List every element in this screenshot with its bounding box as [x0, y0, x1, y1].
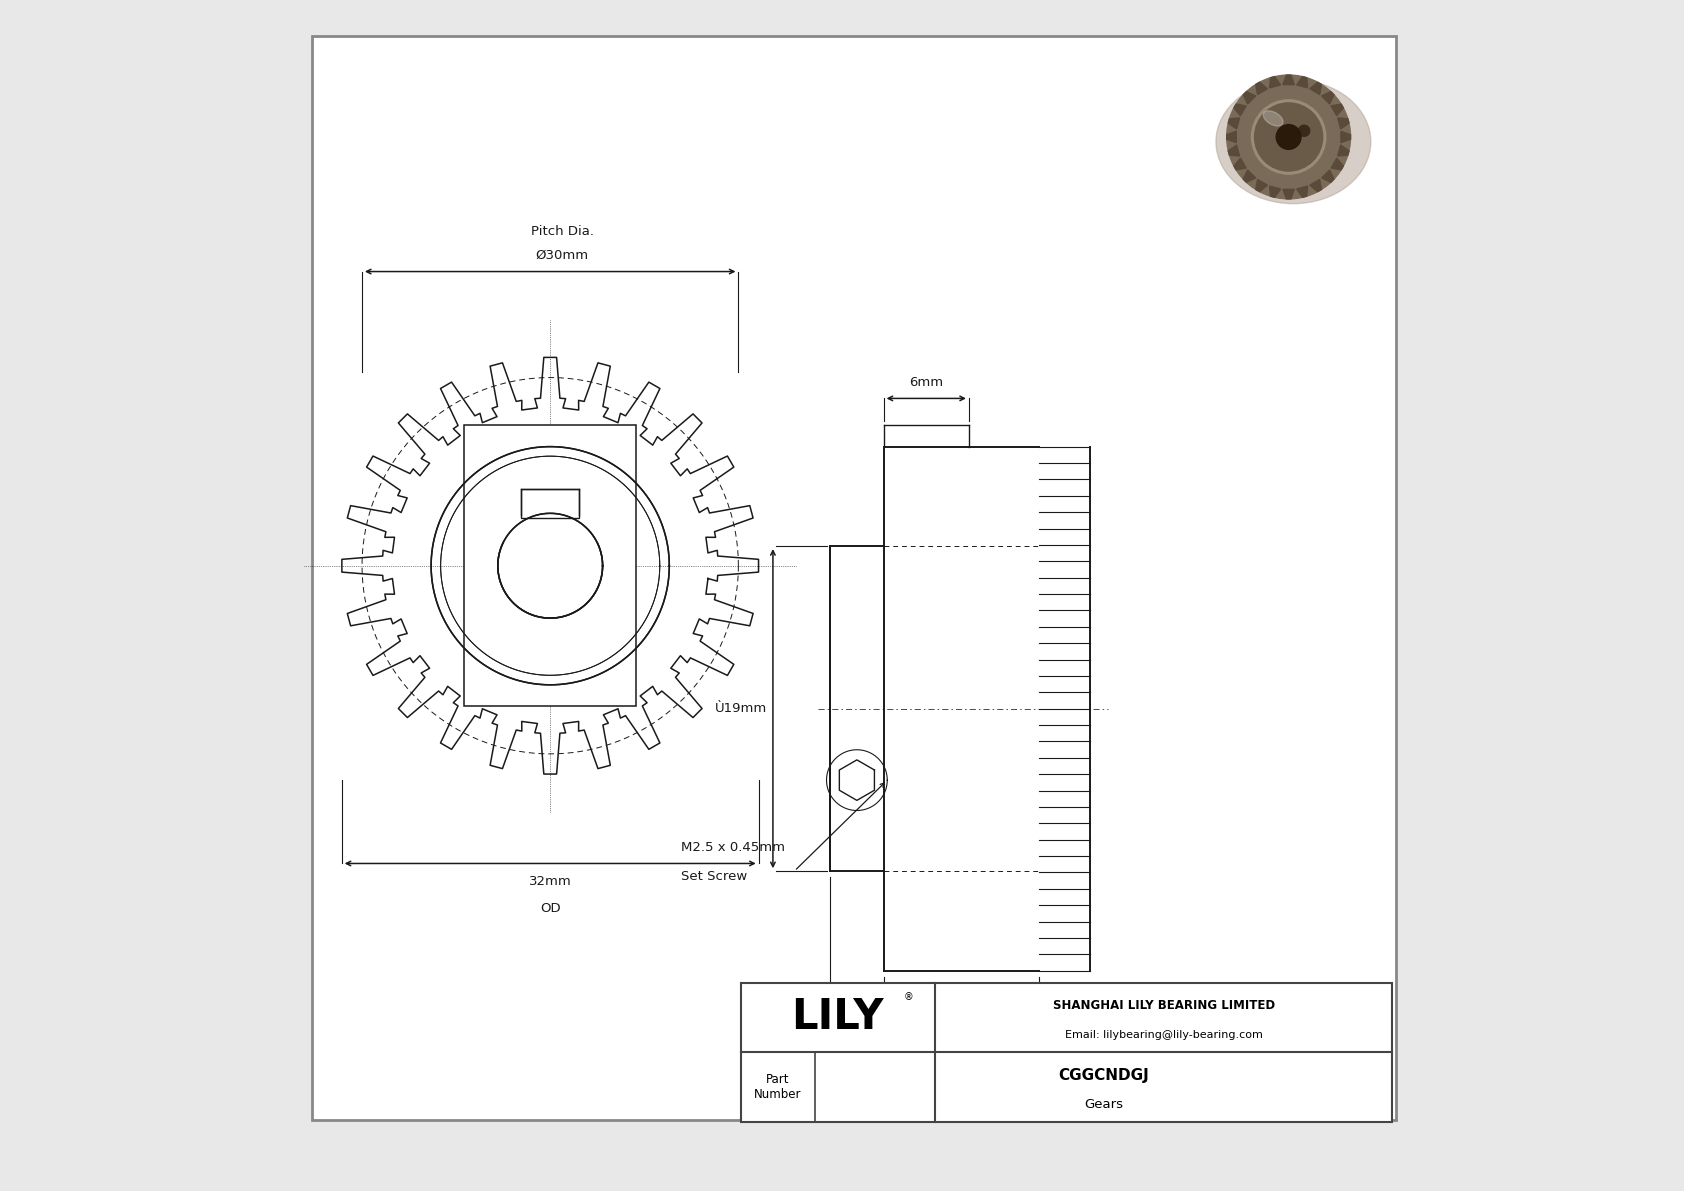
- Polygon shape: [1243, 170, 1256, 182]
- Polygon shape: [1270, 186, 1280, 198]
- Text: 10mm: 10mm: [835, 1016, 877, 1029]
- Text: CGGCNDGJ: CGGCNDGJ: [1058, 1067, 1148, 1083]
- Text: Ø30mm: Ø30mm: [536, 249, 589, 262]
- Text: M2.5 x 0.45mm: M2.5 x 0.45mm: [682, 841, 785, 854]
- Text: 32mm: 32mm: [529, 875, 571, 888]
- Ellipse shape: [1263, 111, 1283, 126]
- Polygon shape: [1322, 92, 1334, 104]
- Text: Set Screw: Set Screw: [682, 869, 748, 883]
- Bar: [465, 425, 637, 706]
- Circle shape: [1251, 100, 1325, 174]
- Text: OD: OD: [541, 902, 561, 915]
- Polygon shape: [1283, 75, 1295, 85]
- Text: Ù19mm: Ù19mm: [714, 703, 766, 715]
- Polygon shape: [1283, 189, 1295, 199]
- Polygon shape: [1243, 92, 1256, 104]
- Circle shape: [1226, 75, 1351, 199]
- Polygon shape: [1310, 180, 1322, 192]
- Polygon shape: [1297, 76, 1308, 88]
- Polygon shape: [1234, 158, 1246, 170]
- Bar: [741, 983, 1393, 1122]
- Polygon shape: [1228, 145, 1239, 156]
- Polygon shape: [1322, 170, 1334, 182]
- Text: LILY: LILY: [791, 997, 884, 1039]
- Polygon shape: [1330, 104, 1344, 116]
- Polygon shape: [1256, 82, 1268, 94]
- Ellipse shape: [1216, 80, 1371, 204]
- Polygon shape: [1270, 76, 1280, 88]
- Text: Email: lilybearing@lily-bearing.com: Email: lilybearing@lily-bearing.com: [1064, 1030, 1263, 1040]
- Polygon shape: [1228, 118, 1239, 129]
- Text: Ø8mm: Ø8mm: [527, 686, 573, 699]
- Polygon shape: [1337, 145, 1349, 156]
- Circle shape: [1276, 125, 1302, 149]
- Text: Gears: Gears: [1084, 1098, 1123, 1111]
- Polygon shape: [1297, 186, 1308, 198]
- Text: Pitch Dia.: Pitch Dia.: [530, 225, 594, 238]
- Polygon shape: [1330, 158, 1344, 170]
- Text: Part
Number: Part Number: [754, 1073, 802, 1102]
- Polygon shape: [1340, 131, 1351, 143]
- Polygon shape: [1256, 180, 1268, 192]
- Text: 16mm: 16mm: [940, 1048, 982, 1061]
- Bar: [522, 488, 579, 518]
- Text: 6mm: 6mm: [909, 376, 943, 389]
- Text: SHANGHAI LILY BEARING LIMITED: SHANGHAI LILY BEARING LIMITED: [1052, 999, 1275, 1012]
- Text: ®: ®: [904, 992, 914, 1002]
- Circle shape: [1298, 125, 1310, 136]
- Circle shape: [1255, 102, 1322, 172]
- Polygon shape: [1226, 131, 1236, 143]
- Polygon shape: [1310, 82, 1322, 94]
- Polygon shape: [1234, 104, 1246, 116]
- Polygon shape: [1337, 118, 1349, 129]
